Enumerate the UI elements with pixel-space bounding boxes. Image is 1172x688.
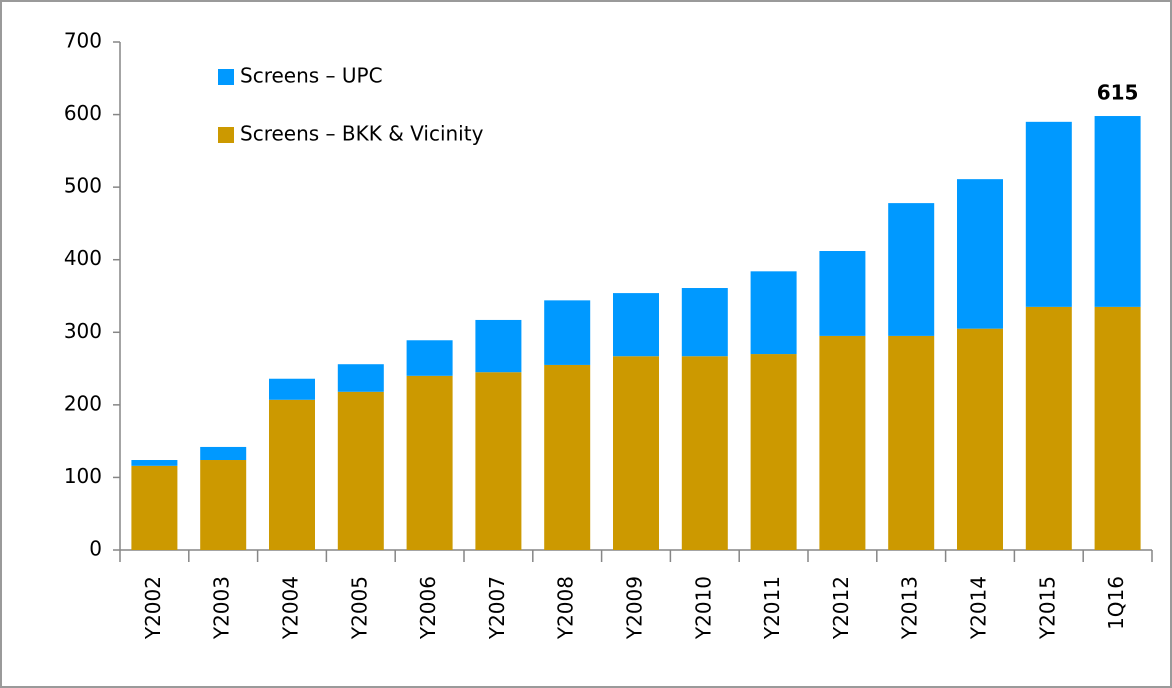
x-tick-label: Y2012 (829, 576, 853, 640)
x-tick-label: Y2013 (898, 576, 922, 640)
y-tick-label: 200 (64, 391, 102, 415)
bar-segment (544, 300, 591, 365)
x-tick-label: Y2002 (141, 576, 165, 640)
y-tick-label: 0 (89, 537, 102, 561)
y-tick-label: 700 (64, 29, 102, 53)
x-tick-label: Y2004 (279, 576, 303, 640)
bar-segment (613, 356, 659, 550)
legend-swatch (218, 127, 234, 143)
y-tick-label: 300 (64, 319, 102, 343)
y-tick-label: 500 (64, 174, 102, 198)
bar-segment (1094, 116, 1141, 307)
annotation: 615 (1097, 81, 1139, 105)
x-tick-label: Y2009 (623, 576, 647, 640)
bar-segment (750, 354, 797, 550)
legend-label: Screens – UPC (240, 64, 383, 88)
bar-segment (888, 335, 935, 550)
y-tick-label: 100 (64, 464, 102, 488)
bar-segment (957, 179, 1003, 329)
x-tick-label: Y2005 (347, 576, 371, 640)
bar-segment (957, 328, 1003, 550)
x-tick-label: Y2014 (967, 576, 991, 640)
bar-segment (475, 319, 522, 373)
bar-segment (131, 465, 178, 550)
x-tick-label: Y2011 (760, 576, 784, 640)
y-tick-label: 600 (64, 101, 102, 125)
bar-segment (819, 251, 866, 336)
bar-segment (544, 364, 591, 550)
bar-segment (269, 378, 315, 400)
bar-segment (406, 340, 453, 376)
bar-segment (681, 356, 728, 550)
x-tick-label: Y2008 (554, 576, 578, 640)
bar-segment (131, 460, 178, 466)
x-tick-label: Y2010 (691, 576, 715, 640)
legend-swatch (218, 69, 234, 85)
bar-segment (681, 288, 728, 357)
bar-segment (200, 446, 247, 461)
bar-segment (1094, 306, 1141, 550)
legend-label: Screens – BKK & Vicinity (240, 122, 484, 146)
bar-segment (269, 399, 315, 550)
bar-segment (750, 271, 797, 355)
x-tick-label: Y2007 (485, 576, 509, 640)
bar-segment (200, 460, 247, 550)
bar-segment (337, 364, 384, 392)
x-tick-label: Y2015 (1035, 576, 1059, 640)
x-tick-label: Y2006 (416, 576, 440, 640)
x-tick-label: Y2003 (210, 576, 234, 640)
bar-segment (475, 372, 522, 550)
bar-segment (1025, 121, 1072, 307)
bar-segment (613, 293, 659, 357)
bar-segment (819, 335, 866, 550)
x-tick-label: 1Q16 (1104, 576, 1128, 630)
y-tick-label: 400 (64, 246, 102, 270)
bar-segment (888, 203, 935, 336)
bar-segment (1025, 306, 1072, 550)
bar-segment (406, 375, 453, 550)
bar-segment (337, 391, 384, 550)
